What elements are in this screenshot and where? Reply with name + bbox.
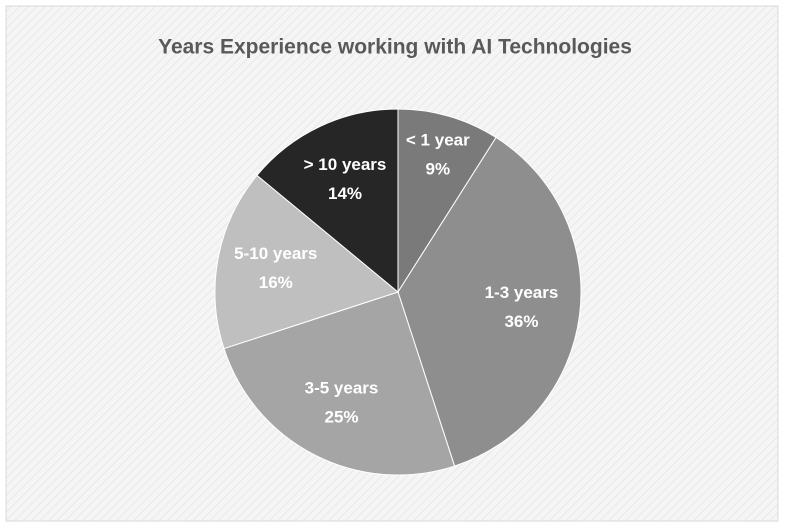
pie-slice <box>214 174 400 350</box>
slice-value-label: 36% <box>504 312 538 331</box>
slice-value-label: 25% <box>324 407 358 426</box>
pie-slice <box>256 108 399 294</box>
slice-value-label: 14% <box>328 184 362 203</box>
slice-category-label: 1-3 years <box>485 283 559 302</box>
slice-value-label: 9% <box>426 159 451 178</box>
chart-title: Years Experience working with AI Technol… <box>158 36 632 59</box>
slice-category-label: 3-5 years <box>305 378 379 397</box>
pie: < 1 year 9% 1-3 years 36% 3-5 years 25% 5-10 y… <box>214 108 582 476</box>
pie-slice <box>223 291 456 476</box>
pie-slice <box>397 136 582 467</box>
slice-value-label: 16% <box>259 273 293 292</box>
slice-category-label: > 10 years <box>304 155 387 174</box>
slice-category-label: 5-10 years <box>234 244 317 263</box>
slice-category-label: < 1 year <box>406 130 470 149</box>
pie-slice <box>397 108 497 294</box>
